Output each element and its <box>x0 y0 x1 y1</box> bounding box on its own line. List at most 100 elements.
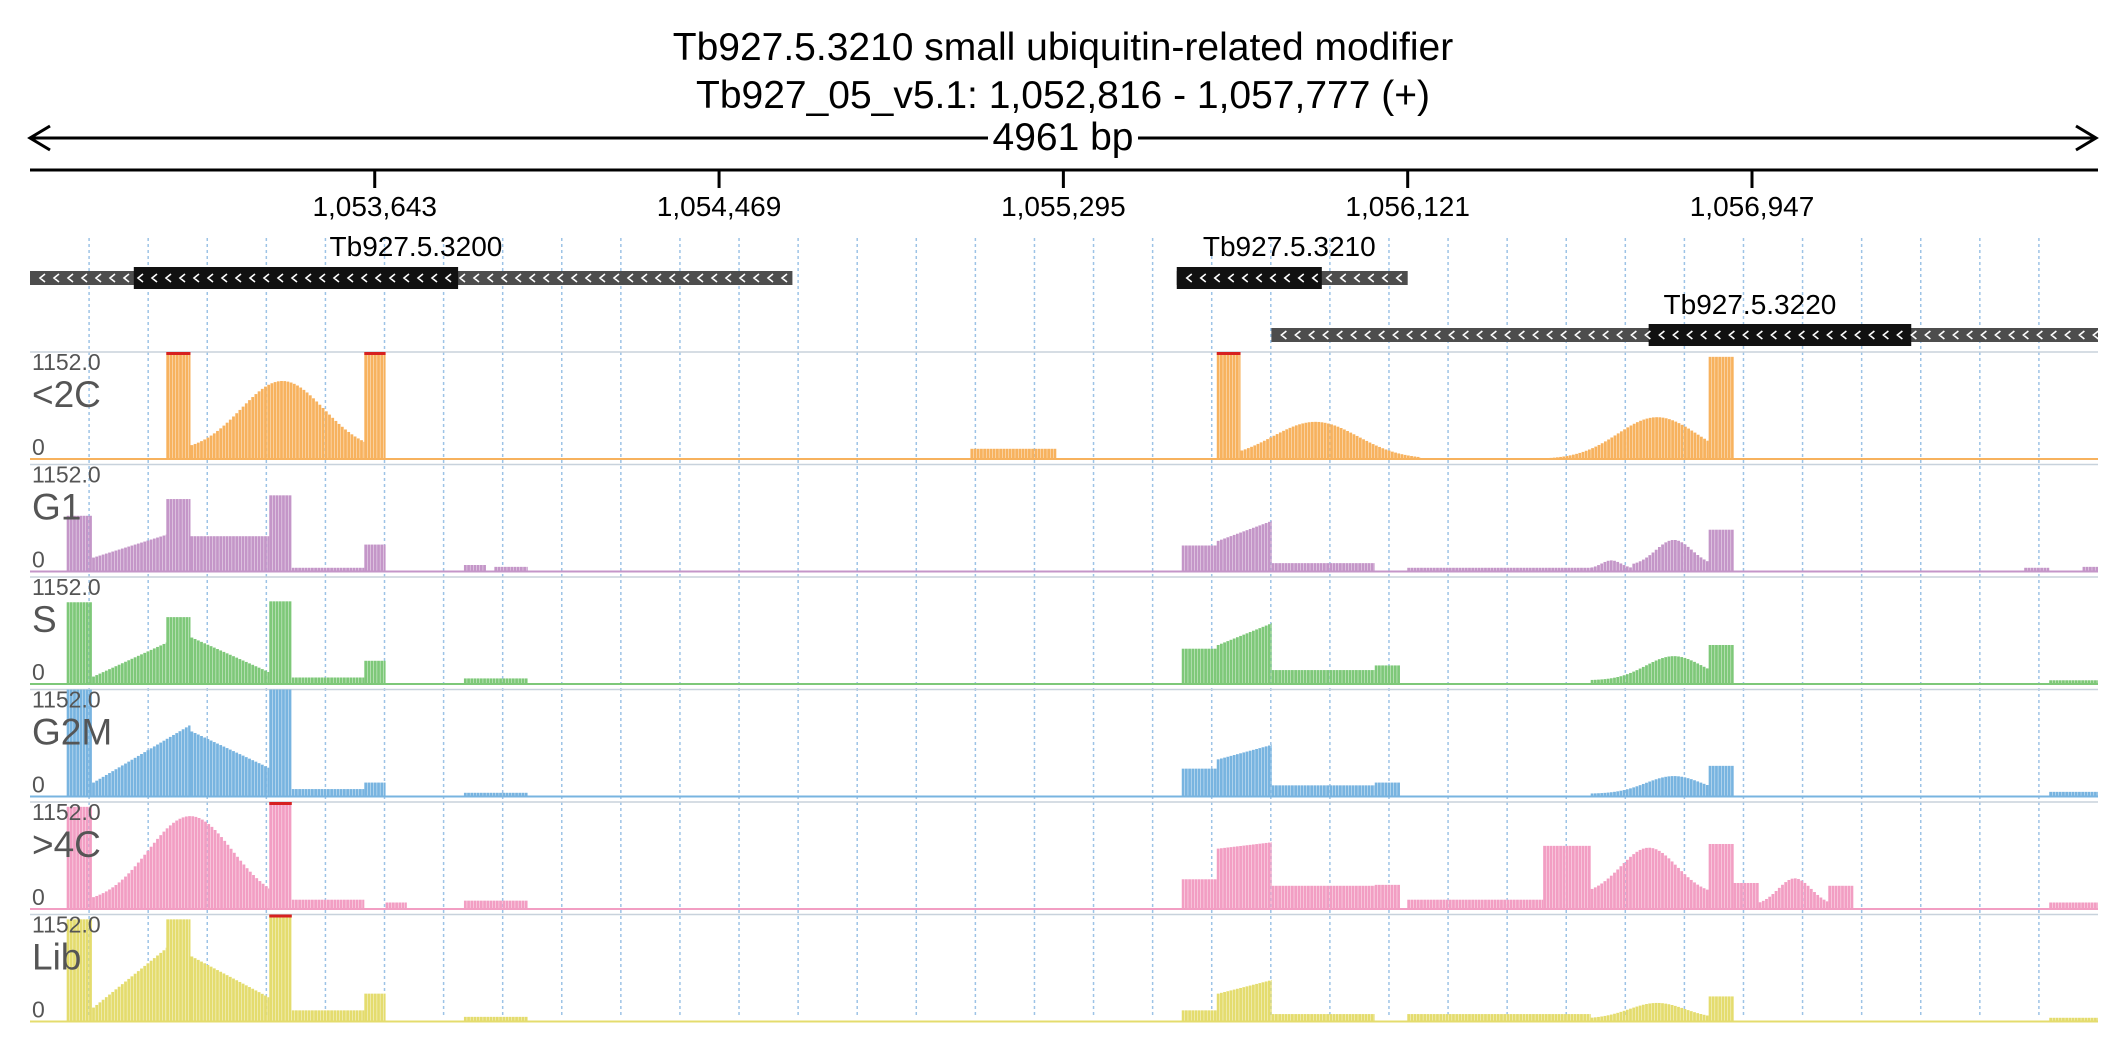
coverage-bar <box>251 536 255 572</box>
coverage-bar <box>127 761 131 797</box>
coverage-bar <box>1271 842 1272 909</box>
coverage-bar <box>1291 785 1294 797</box>
coverage-bar <box>323 677 327 684</box>
coverage-bar <box>175 617 179 684</box>
coverage-bar <box>1651 417 1655 459</box>
coverage-bar <box>2062 1017 2065 1022</box>
track-name: G2M <box>32 712 112 753</box>
coverage-bar <box>1570 1014 1574 1022</box>
coverage-bar <box>213 829 217 909</box>
coverage-bar <box>114 989 118 1022</box>
coverage-bar <box>219 536 223 572</box>
coverage-bar <box>1015 448 1019 459</box>
coverage-bar <box>326 1010 330 1022</box>
coverage-bar <box>1464 1014 1468 1022</box>
coverage-bar <box>1635 422 1639 459</box>
coverage-bar <box>1625 859 1629 909</box>
coverage-bar <box>1248 985 1252 1022</box>
coverage-bar <box>1610 437 1614 459</box>
coverage-bar <box>1239 532 1242 572</box>
coverage-bar <box>159 952 163 1022</box>
coverage-bar <box>1271 1014 1275 1022</box>
coverage-bar <box>1319 785 1323 797</box>
coverage-bar <box>146 750 150 797</box>
coverage-bar <box>156 955 159 1022</box>
coverage-bar <box>302 389 306 459</box>
coverage-bar <box>291 789 295 797</box>
coverage-bar <box>159 645 163 684</box>
coverage-bar <box>1342 563 1346 572</box>
coverage-bar <box>162 950 166 1022</box>
coverage-bar <box>1480 567 1484 572</box>
coverage-bar <box>1680 542 1684 572</box>
coverage-bar <box>98 673 102 684</box>
coverage-bar <box>1674 421 1678 459</box>
coverage-bar <box>1281 1014 1285 1022</box>
y-min-label: 0 <box>32 997 45 1023</box>
coverage-bar <box>1226 847 1230 909</box>
coverage-bar <box>314 677 317 684</box>
coverage-bar <box>996 448 999 459</box>
coverage-bar <box>521 792 525 797</box>
coverage-bar <box>124 547 127 572</box>
coverage-bar <box>111 667 115 684</box>
coverage-bar <box>1493 1014 1497 1022</box>
coverage-bar <box>79 806 83 909</box>
coverage-bar <box>294 789 298 797</box>
coverage-bar <box>1590 888 1594 909</box>
coverage-bar <box>1278 432 1282 459</box>
coverage-bar <box>2068 680 2072 684</box>
coverage-bar <box>1264 625 1268 684</box>
coverage-bar <box>1307 1014 1310 1022</box>
coverage-bar <box>1661 852 1664 909</box>
coverage-bar <box>127 546 131 572</box>
coverage-bar <box>315 401 319 459</box>
coverage-bar <box>1774 890 1778 909</box>
coverage-bar <box>976 448 980 459</box>
coverage-bar <box>200 961 203 1022</box>
coverage-bar <box>1680 776 1684 797</box>
coverage-bar <box>1535 567 1539 572</box>
coverage-bar <box>1699 557 1703 572</box>
coverage-bar <box>1374 1014 1375 1022</box>
coverage-bar <box>152 958 156 1022</box>
coverage-bar <box>2088 566 2092 572</box>
coverage-bar <box>1699 1014 1703 1022</box>
coverage-bar <box>511 678 515 684</box>
coverage-bar <box>1355 885 1358 909</box>
coverage-bar <box>492 678 496 684</box>
coverage-bar <box>1294 1014 1298 1022</box>
coverage-bar <box>304 789 308 797</box>
coverage-bar <box>1229 990 1233 1022</box>
coverage-bar <box>1625 674 1629 684</box>
coverage-bar <box>66 689 70 797</box>
coverage-bar <box>1213 545 1217 572</box>
coverage-bar <box>1287 670 1291 684</box>
coverage-bar <box>1718 843 1722 909</box>
coverage-bar <box>1584 450 1588 459</box>
coverage-bar <box>264 536 267 572</box>
coverage-bar <box>1303 885 1307 909</box>
coverage-bar <box>1593 793 1597 797</box>
coverage-bar <box>1219 848 1223 909</box>
coverage-bar <box>1528 899 1532 909</box>
coverage-bar <box>241 755 245 797</box>
track->4C: 1152.00>4C <box>30 799 2098 910</box>
coverage-bar <box>1381 884 1384 909</box>
coverage-bar <box>1727 765 1731 797</box>
coverage-bar <box>479 900 483 909</box>
coverage-bar <box>264 766 267 797</box>
coverage-bar <box>1371 444 1375 459</box>
coverage-bar <box>1559 456 1562 459</box>
coverage-bar <box>292 383 296 459</box>
coverage-bar <box>200 536 203 572</box>
coverage-bar <box>165 534 167 572</box>
coverage-bar <box>1346 430 1349 459</box>
coverage-bar <box>1213 1010 1217 1022</box>
coverage-bar <box>1429 567 1433 572</box>
coverage-bar <box>1619 790 1623 797</box>
coverage-bar <box>1232 755 1236 797</box>
coverage-bar <box>1623 429 1626 459</box>
coverage-bar <box>1487 1014 1491 1022</box>
